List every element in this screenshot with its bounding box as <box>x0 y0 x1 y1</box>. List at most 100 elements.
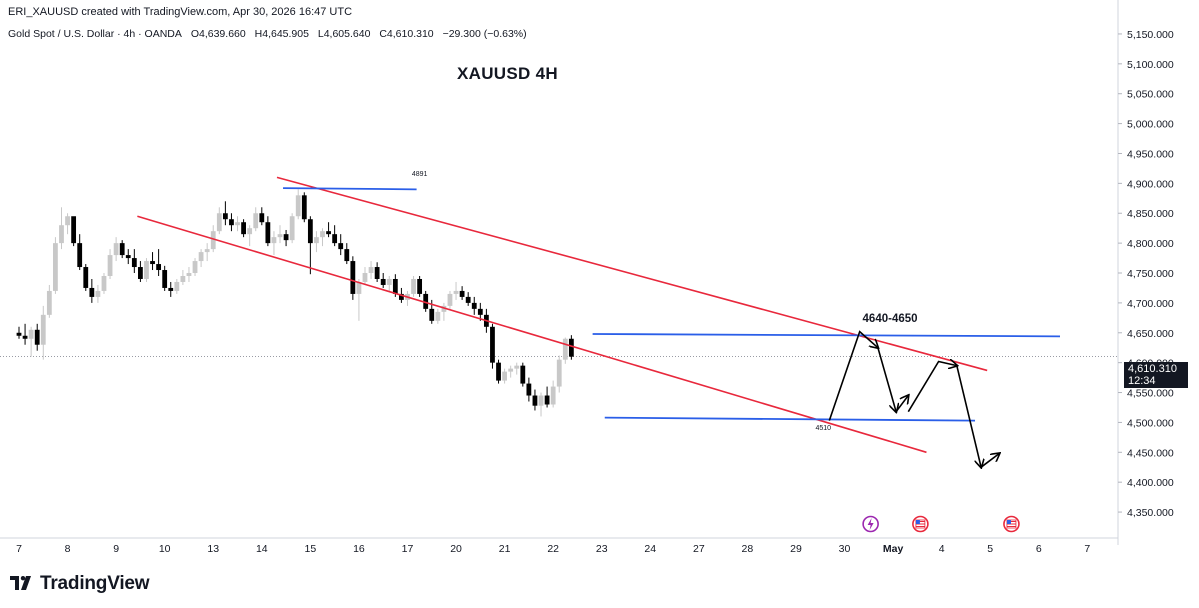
candle-body <box>514 365 520 369</box>
x-tick-label: 13 <box>207 543 219 555</box>
candle-body <box>83 267 89 288</box>
x-tick-label: 8 <box>65 543 71 555</box>
candle-body <box>89 287 95 297</box>
candle-body <box>180 276 186 282</box>
candle-body <box>192 261 198 274</box>
x-tick-label: 10 <box>159 543 171 555</box>
candle-body <box>538 395 544 406</box>
candle-body <box>556 359 562 387</box>
y-tick-label: 4,750.000 <box>1127 268 1174 280</box>
candle-body <box>477 308 483 315</box>
y-tick-label: 5,050.000 <box>1127 89 1174 101</box>
candle-body <box>520 365 526 384</box>
candle-body <box>502 371 507 381</box>
candle-body <box>253 213 259 229</box>
candle-body <box>53 243 58 291</box>
candle-body <box>368 267 374 274</box>
us-flag-event-icon[interactable] <box>1003 515 1020 533</box>
low-value: L4,605.640 <box>317 28 371 40</box>
candle-body <box>235 222 240 226</box>
candle-body <box>544 395 550 405</box>
change-value: −29.300 (−0.63%) <box>442 28 527 40</box>
candle-body <box>59 225 64 244</box>
y-tick-label: 4,800.000 <box>1127 238 1174 250</box>
candle-body <box>338 243 344 250</box>
candle-body <box>277 234 283 238</box>
lightning-event-icon[interactable] <box>862 515 879 533</box>
candle-body <box>168 287 174 291</box>
candle-body <box>459 290 465 297</box>
x-tick-label: 30 <box>839 543 851 555</box>
candle-body <box>453 290 459 294</box>
high-value: H4,645.905 <box>254 28 309 40</box>
candle-body <box>532 395 538 406</box>
tradingview-logo-text: TradingView <box>40 573 150 594</box>
bar-countdown: 12:34 <box>1128 375 1156 387</box>
candle-body <box>65 216 70 226</box>
y-tick-label: 4,500.000 <box>1127 417 1174 429</box>
us-flag-event-icon[interactable] <box>912 515 929 533</box>
symbol-name[interactable]: Gold Spot / U.S. Dollar · 4h · OANDA <box>8 28 182 40</box>
candle-body <box>144 261 149 279</box>
last-price-value: 4,610.310 <box>1128 363 1177 375</box>
candle-body <box>380 278 386 285</box>
candle-body <box>465 296 471 303</box>
x-tick-label: 7 <box>1084 543 1090 555</box>
candle-body <box>289 216 295 241</box>
x-tick-label: 23 <box>596 543 608 555</box>
close-value: C4,610.310 <box>379 28 434 40</box>
candle-body <box>332 234 338 244</box>
candle-body <box>374 267 380 279</box>
candle-body <box>350 261 356 294</box>
tradingview-logo[interactable]: TradingView <box>10 573 150 595</box>
candle-body <box>399 293 404 300</box>
candle-body <box>247 228 253 235</box>
x-tick-label: 15 <box>305 543 317 555</box>
candle-body <box>107 255 113 276</box>
projection-arrow <box>877 347 896 412</box>
x-tick-label: 16 <box>353 543 365 555</box>
tradingview-logo-icon <box>10 576 31 590</box>
candle-body <box>138 267 143 279</box>
candle-body <box>550 386 556 405</box>
candle-body <box>320 231 325 238</box>
candle-body <box>71 216 77 244</box>
candle-body <box>46 290 52 315</box>
annotation-label: 4510 <box>815 425 831 432</box>
candle-body <box>356 281 362 294</box>
y-tick-label: 4,650.000 <box>1127 328 1174 340</box>
chart-title: XAUUSD 4H <box>457 64 558 83</box>
candle-body <box>186 273 192 276</box>
candle-body <box>210 231 216 250</box>
x-tick-label: May <box>883 543 904 555</box>
y-tick-label: 4,900.000 <box>1127 178 1174 190</box>
x-tick-label: 14 <box>256 543 268 555</box>
candle-body <box>526 383 532 396</box>
level-4510 <box>604 416 976 422</box>
channel-lower <box>137 215 927 454</box>
projection-arrow <box>907 362 957 413</box>
projection-arrow <box>895 396 908 413</box>
annotation-label: 4891 <box>412 171 428 178</box>
candle-body <box>271 237 277 244</box>
candle-body <box>314 237 319 244</box>
y-tick-label: 4,850.000 <box>1127 208 1174 220</box>
x-tick-label: 6 <box>1036 543 1042 555</box>
y-tick-label: 4,550.000 <box>1127 388 1174 400</box>
candle-body <box>198 252 204 262</box>
channel-upper <box>276 176 988 372</box>
candle-body <box>411 278 416 294</box>
candle-body <box>101 276 107 291</box>
open-value: O4,639.660 <box>190 28 246 40</box>
candle-body <box>490 326 495 363</box>
candle-body <box>441 305 447 312</box>
annotation-label: 4640-4650 <box>863 313 918 325</box>
y-tick-label: 4,400.000 <box>1127 477 1174 489</box>
y-tick-label: 4,450.000 <box>1127 447 1174 459</box>
candle-body <box>392 278 398 294</box>
candle-body <box>28 329 34 339</box>
candle-body <box>77 243 83 268</box>
y-tick-label: 4,350.000 <box>1127 507 1174 519</box>
candle-body <box>229 219 234 226</box>
